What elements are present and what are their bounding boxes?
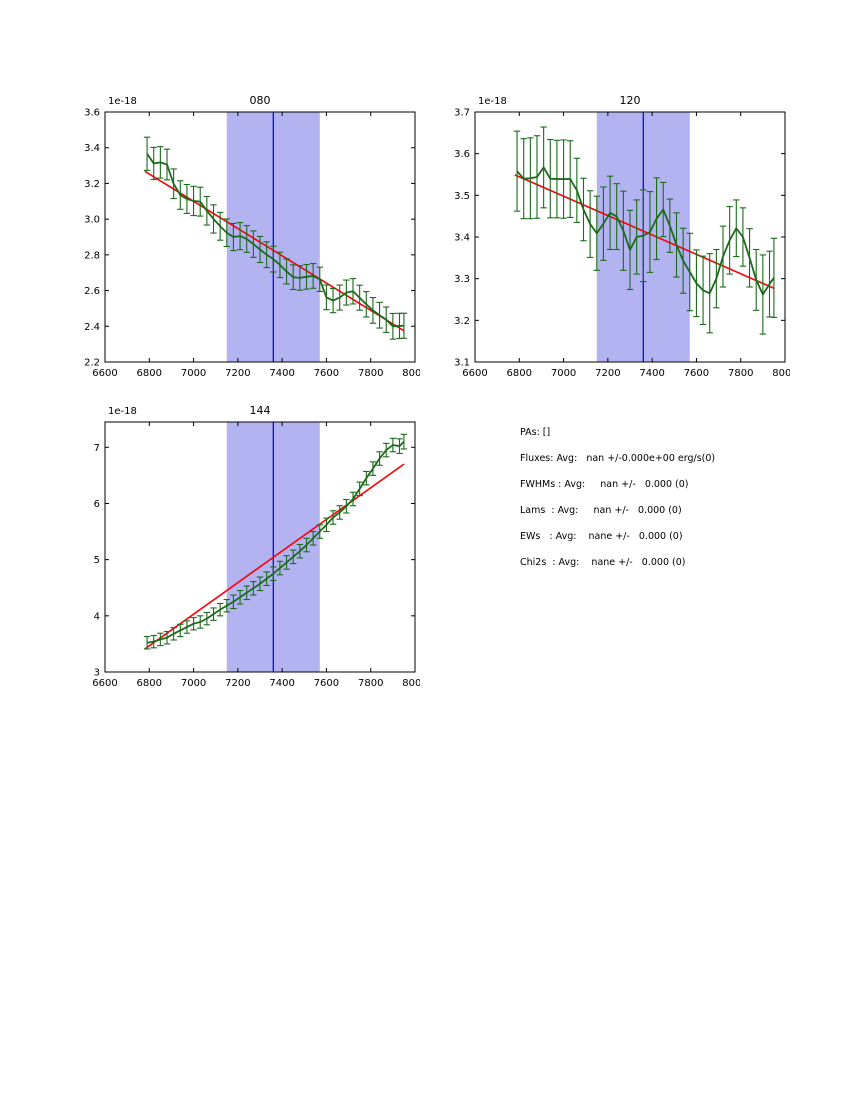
y-tick-label: 2.8 bbox=[84, 250, 100, 261]
linear-fit-line bbox=[144, 463, 405, 650]
x-tick-label: 8000 bbox=[402, 368, 420, 379]
y-tick-label: 3.6 bbox=[84, 108, 100, 119]
y-tick-label: 5 bbox=[94, 555, 100, 566]
stats-line-fwhms: FWHMs : Avg: nan +/- 0.000 (0) bbox=[520, 479, 689, 490]
chart-svg-080: 6600 6800 7000 7200 7400 7600 7800 8000 2.2 2.4 2.… bbox=[84, 94, 420, 379]
y-tick-label: 3.4 bbox=[84, 143, 100, 154]
stats-summary-block: PAs: [] Fluxes: Avg: nan +/-0.000e+00 er… bbox=[520, 428, 820, 584]
x-tick-label: 6800 bbox=[137, 368, 162, 379]
y-tick-label: 3.2 bbox=[454, 316, 470, 327]
data-polyline-flux bbox=[146, 153, 404, 328]
y-tick-label: 3 bbox=[94, 668, 100, 679]
plot-panel-144: 6600 6800 7000 7200 7400 7600 7800 8000 3 4 5 6 7 1e-… bbox=[60, 390, 420, 695]
x-tick-label: 7600 bbox=[314, 368, 339, 379]
panel-title: 144 bbox=[250, 404, 271, 417]
x-tick-label: 6800 bbox=[507, 368, 532, 379]
y-tick-label: 3.7 bbox=[454, 108, 470, 119]
x-tick-label: 7800 bbox=[358, 368, 383, 379]
y-tick-label: 6 bbox=[94, 499, 100, 510]
x-tick-label: 6600 bbox=[92, 678, 117, 689]
axes-frame bbox=[104, 111, 416, 363]
axes-frame bbox=[104, 421, 416, 673]
axis-offset-text: 1e-18 bbox=[108, 406, 137, 417]
chart-svg-144: 6600 6800 7000 7200 7400 7600 7800 8000 3 4 5 6 7 1e-… bbox=[92, 404, 420, 689]
x-tick-label: 7400 bbox=[639, 368, 664, 379]
y-tick-label: 4 bbox=[94, 611, 100, 622]
y-tick-label: 2.6 bbox=[84, 286, 100, 297]
x-tick-label: 7600 bbox=[684, 368, 709, 379]
axes-frame bbox=[474, 111, 786, 363]
x-tick-label: 7800 bbox=[728, 368, 753, 379]
y-tick-label: 7 bbox=[94, 443, 100, 454]
chart-svg-120: 6600 6800 7000 7200 7400 7600 7800 8000 3.1 3.2 3.… bbox=[454, 94, 790, 379]
plot-panel-080: 6600 6800 7000 7200 7400 7600 7800 8000 2.2 2.4 2.… bbox=[60, 80, 420, 385]
y-tick-label: 3.4 bbox=[454, 233, 470, 244]
x-tick-label: 7200 bbox=[225, 368, 250, 379]
y-tick-label: 3.3 bbox=[454, 274, 470, 285]
y-tick-label: 3.5 bbox=[454, 191, 470, 202]
stats-line-lams: Lams : Avg: nan +/- 0.000 (0) bbox=[520, 505, 682, 516]
x-tick-label: 8000 bbox=[402, 678, 420, 689]
y-tick-label: 2.2 bbox=[84, 358, 100, 369]
x-tick-label: 8000 bbox=[772, 368, 790, 379]
linear-fit-line bbox=[514, 174, 775, 289]
data-polyline-flux bbox=[146, 441, 405, 644]
axis-offset-text: 1e-18 bbox=[108, 96, 137, 107]
data-polyline-flux bbox=[516, 166, 775, 296]
panel-title: 080 bbox=[250, 94, 271, 107]
y-tick-label: 3.2 bbox=[84, 179, 100, 190]
axis-offset-text: 1e-18 bbox=[478, 96, 507, 107]
x-tick-label: 7000 bbox=[181, 678, 206, 689]
x-tick-label: 6600 bbox=[92, 368, 117, 379]
y-tick-label: 3.1 bbox=[454, 358, 470, 369]
x-tick-label: 7000 bbox=[551, 368, 576, 379]
y-tick-label: 3.6 bbox=[454, 149, 470, 160]
x-tick-label: 7400 bbox=[269, 678, 294, 689]
y-tick-label: 2.4 bbox=[84, 322, 100, 333]
x-tick-label: 6800 bbox=[137, 678, 162, 689]
stats-line-chi2s: Chi2s : Avg: nane +/- 0.000 (0) bbox=[520, 557, 686, 568]
x-tick-label: 7200 bbox=[595, 368, 620, 379]
x-tick-label: 7800 bbox=[358, 678, 383, 689]
linear-fit-line bbox=[144, 170, 405, 332]
x-tick-label: 7400 bbox=[269, 368, 294, 379]
x-tick-label: 7000 bbox=[181, 368, 206, 379]
plot-panel-120: 6600 6800 7000 7200 7400 7600 7800 8000 3.1 3.2 3.… bbox=[430, 80, 790, 385]
stats-line-pas: PAs: [] bbox=[520, 427, 551, 438]
stats-line-fluxes: Fluxes: Avg: nan +/-0.000e+00 erg/s(0) bbox=[520, 453, 716, 464]
stats-line-ews: EWs : Avg: nane +/- 0.000 (0) bbox=[520, 531, 683, 542]
y-tick-label: 3.0 bbox=[84, 215, 100, 226]
x-tick-label: 7200 bbox=[225, 678, 250, 689]
panel-title: 120 bbox=[620, 94, 641, 107]
x-tick-label: 6600 bbox=[462, 368, 487, 379]
x-tick-label: 7600 bbox=[314, 678, 339, 689]
